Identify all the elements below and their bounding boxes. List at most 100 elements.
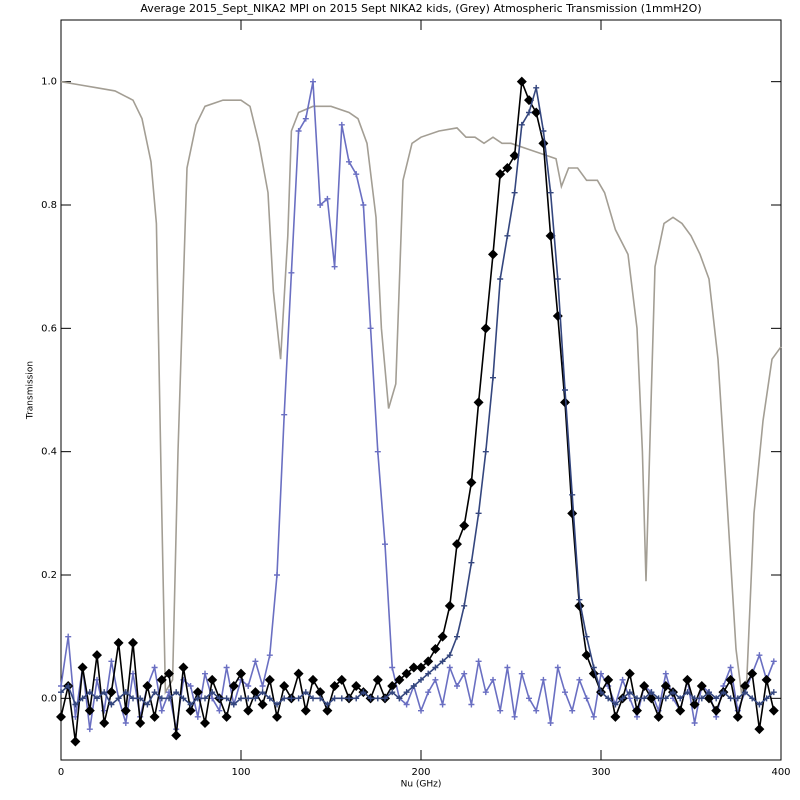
point-marker	[65, 633, 72, 640]
point-marker	[300, 705, 311, 716]
point-marker	[374, 695, 381, 702]
point-marker	[171, 730, 182, 741]
point-marker	[495, 169, 506, 180]
point-marker	[569, 707, 576, 714]
point-marker	[675, 705, 686, 716]
point-marker	[302, 689, 309, 696]
point-marker	[353, 171, 360, 178]
point-marker	[408, 662, 419, 673]
point-marker	[598, 670, 604, 677]
point-marker	[581, 650, 592, 661]
point-marker	[288, 269, 295, 276]
point-marker	[461, 602, 468, 609]
point-marker	[482, 448, 489, 455]
point-marker	[158, 695, 165, 702]
point-marker	[122, 720, 129, 726]
point-marker	[209, 695, 216, 702]
point-marker	[329, 681, 340, 691]
point-marker	[120, 705, 131, 716]
point-marker	[216, 707, 223, 714]
point-marker	[79, 695, 86, 702]
point-marker	[389, 664, 396, 671]
point-marker	[266, 652, 273, 659]
point-marker	[156, 674, 167, 685]
point-marker	[115, 695, 122, 702]
point-marker	[243, 705, 254, 716]
point-marker	[706, 689, 712, 696]
point-marker	[158, 707, 165, 714]
point-marker	[531, 107, 542, 118]
point-marker	[742, 689, 748, 696]
point-marker	[490, 374, 496, 381]
point-marker	[353, 695, 360, 702]
point-marker	[151, 689, 158, 696]
point-marker	[70, 736, 81, 747]
point-marker	[583, 633, 590, 640]
point-marker	[257, 699, 268, 710]
point-marker	[336, 674, 347, 685]
point-marker	[274, 701, 280, 708]
point-marker	[763, 695, 770, 702]
point-marker	[72, 701, 79, 708]
x-tick-label: 300	[591, 767, 610, 778]
point-marker	[749, 695, 756, 702]
point-marker	[223, 664, 230, 671]
y-tick-label: 0.6	[41, 323, 57, 334]
point-marker	[554, 276, 561, 282]
point-marker	[403, 689, 410, 696]
point-marker	[259, 683, 266, 689]
point-marker	[430, 644, 441, 654]
point-marker	[293, 668, 304, 679]
point-marker	[509, 150, 520, 161]
x-tick-label: 200	[411, 767, 430, 778]
point-marker	[662, 670, 669, 677]
point-marker	[619, 695, 626, 702]
point-marker	[761, 674, 772, 685]
point-marker	[128, 637, 138, 648]
point-marker	[562, 689, 568, 696]
point-marker	[603, 674, 614, 685]
point-marker	[209, 689, 216, 696]
point-marker	[511, 713, 518, 720]
point-marker	[452, 539, 462, 550]
point-marker	[245, 695, 252, 702]
chart-title: Average 2015_Sept_NIKA2 MPI on 2015 Sept…	[140, 2, 701, 15]
point-marker	[598, 689, 604, 696]
point-marker	[99, 718, 110, 728]
point-marker	[524, 95, 534, 106]
point-marker	[382, 695, 388, 702]
point-marker	[518, 670, 525, 677]
point-marker	[727, 664, 734, 671]
y-tick-label: 0.0	[41, 693, 57, 704]
point-marker	[288, 695, 295, 702]
point-marker	[92, 650, 102, 661]
point-marker	[106, 687, 117, 698]
point-marker	[619, 676, 626, 683]
point-marker	[732, 711, 743, 722]
point-marker	[274, 572, 280, 578]
y-axis-label: Transmission	[26, 361, 36, 420]
point-marker	[626, 695, 633, 702]
point-marker	[444, 600, 455, 611]
point-marker	[56, 711, 66, 722]
point-marker	[252, 695, 259, 702]
point-marker	[324, 701, 331, 708]
point-marker	[547, 720, 554, 726]
point-marker	[295, 128, 302, 134]
point-marker	[660, 681, 671, 691]
point-marker	[194, 713, 201, 720]
point-marker	[725, 674, 736, 685]
point-marker	[432, 676, 439, 683]
point-marker	[295, 695, 302, 702]
x-tick-label: 100	[231, 767, 250, 778]
point-marker	[58, 683, 64, 689]
point-marker	[122, 689, 129, 696]
point-marker	[662, 695, 669, 702]
point-marker	[317, 695, 324, 702]
point-marker	[468, 701, 475, 708]
point-marker	[684, 689, 691, 696]
point-marker	[200, 718, 210, 728]
y-tick-label: 0.2	[41, 570, 57, 581]
point-marker	[468, 559, 475, 566]
y-tick-label: 1.0	[41, 77, 57, 88]
